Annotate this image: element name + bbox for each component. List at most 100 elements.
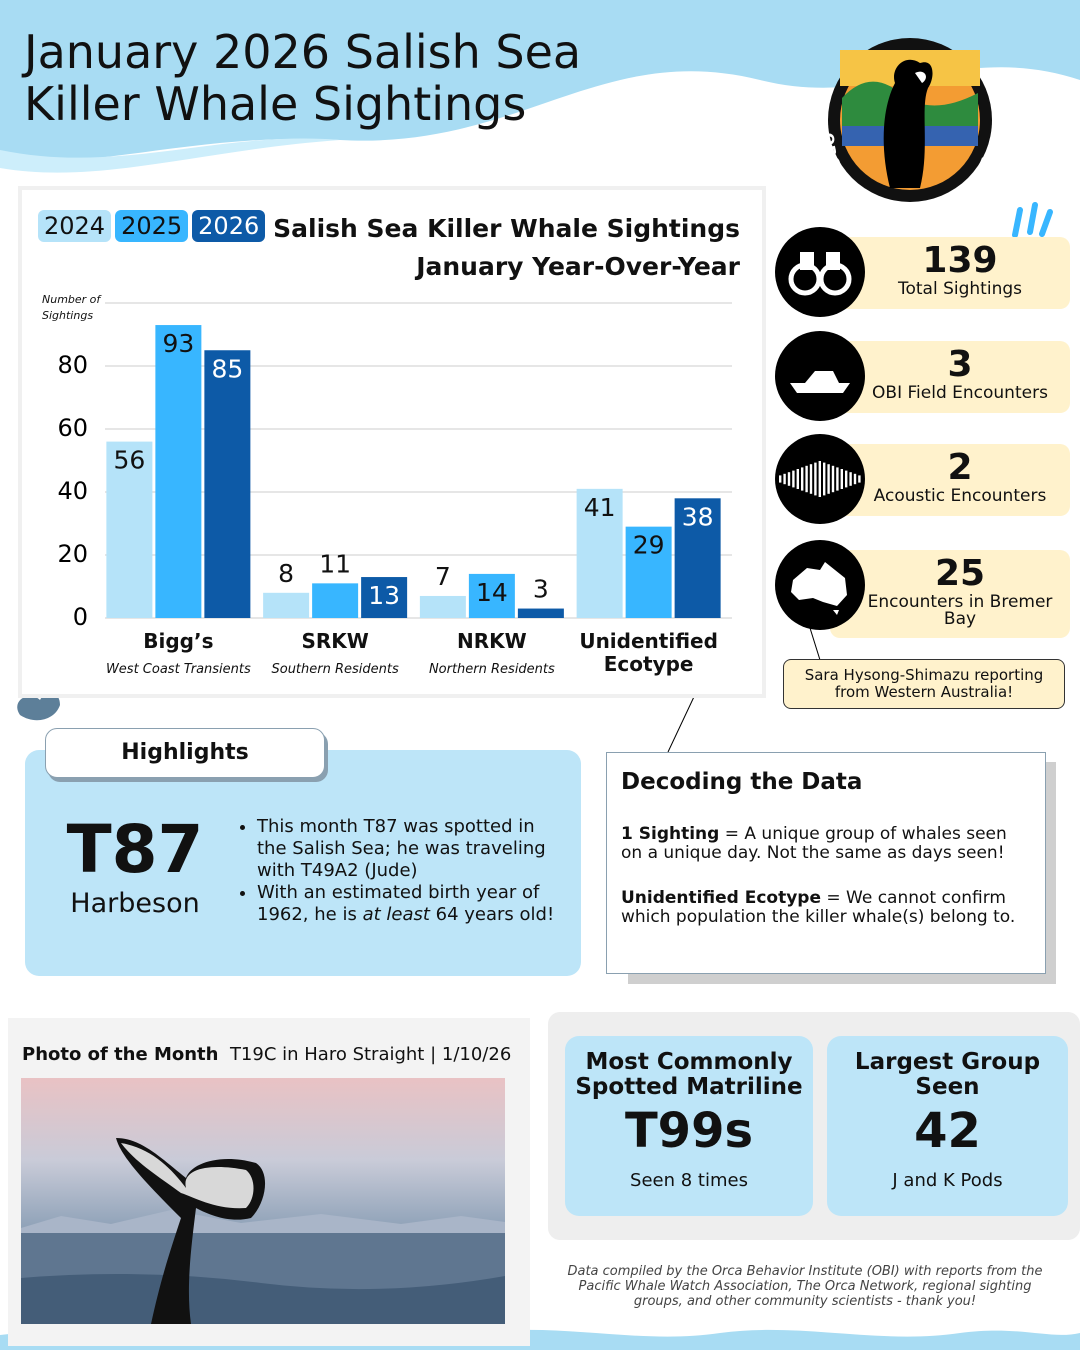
- note: Sara Hysong-Shimazu reporting from Weste…: [783, 659, 1065, 709]
- stat-label: Encounters in Bremer Bay: [867, 592, 1053, 629]
- bullet: With an estimated birth year of 1962, he…: [257, 882, 565, 926]
- x-tick-label: Unidentified Ecotype: [579, 629, 718, 676]
- bar: [576, 488, 623, 618]
- y-tick-label: 40: [57, 477, 88, 505]
- logo: ORCA BEHAVIOR INSTITUTE: [819, 38, 996, 218]
- bullet-emphasis: at least: [362, 904, 430, 925]
- bar: [204, 350, 251, 618]
- y-tick-label: 60: [57, 414, 88, 442]
- value-label: 13: [368, 581, 400, 610]
- stat-card: 25 Encounters in Bremer Bay: [830, 550, 1070, 638]
- value-label: 56: [113, 446, 145, 475]
- largest-group-note: J and K Pods: [892, 1170, 1003, 1191]
- largest-group-panel: Largest Group Seen 42 J and K Pods: [827, 1036, 1068, 1216]
- icon: [790, 371, 850, 393]
- stat-icon: [775, 227, 865, 317]
- y-tick-label: 0: [73, 603, 88, 631]
- chart-subtitle: January Year-Over-Year: [416, 252, 740, 281]
- matriline-panel: Most Commonly Spotted Matriline T99s See…: [565, 1036, 813, 1216]
- stat-icon: [775, 331, 865, 421]
- value-label: 85: [211, 354, 243, 383]
- bullet-text: With an estimated birth year of 1962, he…: [257, 882, 540, 925]
- value-label: 93: [162, 329, 194, 358]
- icon: [788, 252, 852, 296]
- highlights-title: Highlights: [45, 728, 325, 778]
- y-axis-label: Number of Sightings: [42, 293, 101, 322]
- chart: 2024 2025 2026 Salish Sea Killer Whale Sig…: [22, 190, 764, 695]
- value-label: 14: [476, 578, 508, 607]
- bullet: This month T87 was spotted in the Salish…: [257, 816, 565, 882]
- stat-icon: [775, 540, 865, 630]
- stat-value: 139: [922, 240, 998, 281]
- bar: [106, 441, 153, 618]
- value-label: 11: [319, 549, 351, 578]
- value-label: 7: [435, 562, 451, 591]
- x-tick-label: NRKW: [457, 629, 527, 653]
- largest-group-title: Largest Group Seen: [854, 1049, 1041, 1100]
- definition: Unidentified Ecotype = We cannot confirm…: [621, 889, 1031, 927]
- bar: [263, 592, 310, 618]
- matriline-value: T99s: [624, 1103, 754, 1159]
- page-title: January 2026 Salish Sea Killer Whale Sig…: [24, 25, 582, 131]
- stat-value: 25: [934, 553, 986, 594]
- photo: [21, 1078, 505, 1324]
- stat-label: Total Sightings: [898, 279, 1022, 299]
- chart-title: Salish Sea Killer Whale Sightings: [273, 214, 740, 243]
- stat-card: 3 OBI Field Encounters: [830, 341, 1070, 413]
- bar: [312, 583, 359, 618]
- y-tick-label: 20: [57, 540, 88, 568]
- definition-text: = We cannot confirm which population the…: [621, 888, 1016, 927]
- legend-entry: 2024: [38, 210, 112, 242]
- stat-value: 2: [947, 447, 973, 488]
- highlight-whale: T87 Harbeson: [40, 810, 230, 918]
- value-label: 41: [584, 493, 616, 522]
- legend-entry: 2025: [115, 210, 189, 242]
- plot: 0 20 40 60 80 56 93 85 8 11 13 7 14 3 41 29 38: [57, 302, 732, 631]
- icon: [779, 461, 861, 497]
- photo-caption: T19C in Haro Straight | 1/10/26: [229, 1044, 512, 1065]
- stat-value: 3: [947, 344, 973, 385]
- whale-name: Harbeson: [70, 888, 200, 919]
- definition-text: = A unique group of whales seen on a uni…: [621, 824, 1007, 863]
- stat-card: 2 Acoustic Encounters: [830, 444, 1070, 516]
- stat-label: Acoustic Encounters: [873, 486, 1047, 506]
- bar: [468, 573, 515, 618]
- decoding-panel: Decoding the Data 1 Sighting = A unique …: [606, 752, 1046, 974]
- x-tick-sublabel: Southern Residents: [271, 662, 399, 677]
- bar: [155, 325, 202, 618]
- value-label: 29: [633, 531, 665, 560]
- highlight-bullets: This month T87 was spotted in the Salish…: [235, 816, 565, 926]
- legend-entry: 2026: [192, 210, 266, 242]
- photo-heading: Photo of the Month T19C in Haro Straight…: [22, 1044, 511, 1065]
- highlights-panel: [25, 750, 581, 976]
- value-label: 8: [278, 559, 294, 588]
- bar: [517, 608, 564, 618]
- term: Unidentified Ecotype: [621, 888, 821, 908]
- term: 1 Sighting: [621, 824, 720, 844]
- decoding-title: Decoding the Data: [621, 769, 863, 795]
- matriline-title: Most Commonly Spotted Matriline: [575, 1049, 803, 1100]
- bar: [674, 498, 721, 618]
- bar: [625, 526, 672, 618]
- value-label: 38: [682, 502, 714, 531]
- footer: Data compiled by the Orca Behavior Insti…: [567, 1264, 1043, 1309]
- x-tick-label: SRKW: [301, 629, 369, 653]
- icon: [791, 562, 847, 615]
- whale-id: T87: [66, 811, 204, 888]
- chart-titles: Salish Sea Killer Whale Sightings Januar…: [273, 210, 740, 286]
- stat-label: OBI Field Encounters: [872, 383, 1048, 403]
- stat-icon: [775, 434, 865, 524]
- matriline-note: Seen 8 times: [630, 1170, 748, 1191]
- y-tick-label: 80: [57, 351, 88, 379]
- largest-group-value: 42: [914, 1103, 981, 1159]
- bar: [361, 577, 408, 618]
- bar: [419, 595, 466, 618]
- value-label: 3: [533, 575, 549, 604]
- legend: 2024 2025 2026: [38, 210, 266, 242]
- definition: 1 Sighting = A unique group of whales se…: [621, 825, 1031, 863]
- x-tick-sublabel: Northern Residents: [428, 662, 555, 677]
- stat-card: 139 Total Sightings: [830, 237, 1070, 309]
- photo-label: Photo of the Month: [22, 1044, 219, 1065]
- x-tick-label: Bigg’s: [143, 629, 214, 653]
